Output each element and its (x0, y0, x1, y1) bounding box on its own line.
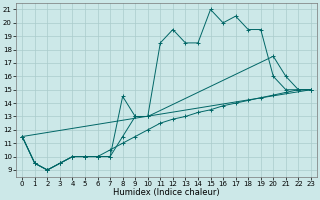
X-axis label: Humidex (Indice chaleur): Humidex (Indice chaleur) (113, 188, 220, 197)
